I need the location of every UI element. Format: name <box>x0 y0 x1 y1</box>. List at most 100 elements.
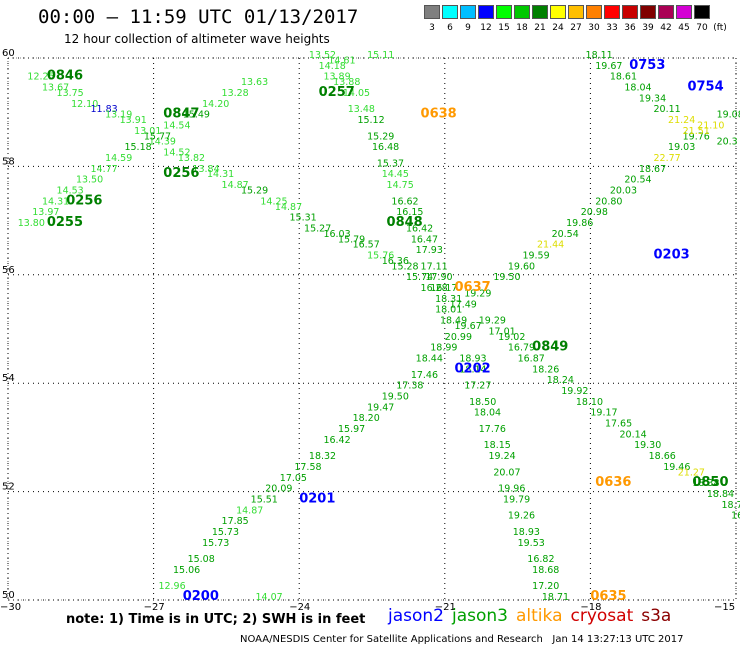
wave-height-value: 18.10 <box>576 397 603 408</box>
wave-height-value: 13.84 <box>192 164 219 175</box>
wave-height-value: 20.80 <box>595 196 622 207</box>
wave-height-value: 12.10 <box>71 99 98 110</box>
wave-height-value: 19.50 <box>493 272 520 283</box>
wave-height-value: 15.79 <box>338 234 365 245</box>
wave-height-value: 13.48 <box>348 104 375 115</box>
wave-height-value: 16.62 <box>391 196 418 207</box>
wave-height-value: 18.50 <box>469 397 496 408</box>
pass-time-label: 0849 <box>532 340 568 355</box>
wave-height-value: 13.52 <box>309 50 336 61</box>
latitude-tick-label: 60 <box>2 48 15 59</box>
wave-height-value: 17.90 <box>425 272 452 283</box>
wave-height-value: 13.91 <box>120 115 147 126</box>
wave-height-value: 13.75 <box>57 88 84 99</box>
map-title: 00:00 – 11:59 UTC 01/13/2017 <box>38 6 359 28</box>
pass-time-label: 0256 <box>66 193 102 208</box>
wave-height-value: 19.02 <box>498 332 525 343</box>
lat-lon-grid <box>7 57 737 601</box>
wave-height-value: 18.24 <box>547 375 574 386</box>
wave-height-value: 17.49 <box>450 299 477 310</box>
wave-height-value: 19.60 <box>508 261 535 272</box>
wave-height-value: 14.77 <box>91 164 118 175</box>
wave-height-value: 19.29 <box>479 316 506 327</box>
legend-item-s3a: s3a <box>641 606 672 626</box>
wave-height-value: 13.97 <box>32 207 59 218</box>
wave-height-value: 17.76 <box>479 424 506 435</box>
wave-height-value: 14.52 <box>163 148 190 159</box>
wave-height-value: 18.84 <box>707 489 734 500</box>
wave-height-values: 12.2513.6713.7512.1011.8313.1913.9113.01… <box>18 50 740 603</box>
color-swatch <box>424 5 440 19</box>
wave-height-value: 19.53 <box>518 538 545 549</box>
footnote: note: 1) Time is in UTC; 2) SWH is in fe… <box>66 612 366 627</box>
wave-height-value: 16.87 <box>518 354 545 365</box>
wave-height-value: 19.46 <box>663 462 690 473</box>
wave-height-value: 17.05 <box>280 473 307 484</box>
wave-height-value: 18.11 <box>586 50 613 61</box>
pass-time-label: 0201 <box>299 491 335 506</box>
wave-height-value: 18.99 <box>430 343 457 354</box>
wave-height-value: 18.38 <box>692 478 719 489</box>
wave-height-value: 14.20 <box>202 99 229 110</box>
pass-time-label: 0848 <box>387 215 423 230</box>
wave-height-value: 19.92 <box>561 386 588 397</box>
pass-time-labels: 0846 0847 0256 0256 0255 0257 0638 0848 0637 0849… <box>47 58 729 604</box>
legend-item-jason2: jason2 <box>388 606 444 626</box>
wave-height-value: 19.86 <box>566 218 593 229</box>
pass-time-label: 0637 <box>455 280 491 295</box>
wave-height-value: 14.54 <box>163 120 190 131</box>
color-swatch <box>658 5 674 19</box>
wave-height-value: 14.45 <box>382 169 409 180</box>
color-swatch <box>640 5 656 19</box>
wave-height-value: 17.11 <box>421 261 448 272</box>
pass-time-label: 0638 <box>421 107 457 122</box>
wave-height-value: 13.19 <box>105 110 132 121</box>
wave-height-value: 18.14 <box>459 364 486 375</box>
wave-height-value: 19.17 <box>590 408 617 419</box>
wave-height-value: 16.36 <box>382 256 409 267</box>
wave-height-value: 19.59 <box>522 251 549 262</box>
color-scale-label: 33 <box>606 23 618 33</box>
longitude-tick-label: −18 <box>580 602 601 610</box>
wave-height-value: 16.17 <box>430 283 457 294</box>
wave-height-value: 18.26 <box>532 364 559 375</box>
wave-height-value: 18.01 <box>435 305 462 316</box>
wave-height-value: 20.14 <box>620 429 647 440</box>
wave-height-value: 15.28 <box>391 261 418 272</box>
wave-height-value: 20.03 <box>610 186 637 197</box>
wave-height-value: 15.06 <box>173 565 200 576</box>
wave-height-value: 16.42 <box>406 223 433 234</box>
wave-height-value: 16.42 <box>323 435 350 446</box>
color-swatch <box>694 5 710 19</box>
wave-height-value: 18.32 <box>309 451 336 462</box>
color-swatch <box>676 5 692 19</box>
color-scale-unit: (ft) <box>713 23 727 33</box>
color-scale-label: 70 <box>696 23 708 33</box>
wave-height-value: 14.05 <box>343 88 370 99</box>
wave-height-value: 15.12 <box>357 115 384 126</box>
wave-height-value: 18.44 <box>416 354 443 365</box>
latitude-tick-label: 58 <box>2 156 15 167</box>
color-scale-label: 27 <box>570 23 582 33</box>
wave-height-value: 20.54 <box>624 175 651 186</box>
wave-height-value: 15.11 <box>367 50 394 61</box>
wave-height-value: 18.61 <box>610 72 637 83</box>
wave-height-value: 18.49 <box>440 316 467 327</box>
credit-line: NOAA/NESDIS Center for Satellite Applica… <box>240 634 684 645</box>
color-scale-label: 39 <box>642 23 654 33</box>
color-scale-label: 24 <box>552 23 564 33</box>
wave-height-value: 18.71 <box>542 592 569 603</box>
wave-height-value: 13.01 <box>134 126 161 137</box>
wave-height-value: 11.83 <box>91 104 118 115</box>
wave-height-value: 18.93 <box>513 527 540 538</box>
wave-height-value: 15.37 <box>377 158 404 169</box>
wave-height-value: 20.54 <box>552 229 579 240</box>
color-swatch <box>460 5 476 19</box>
wave-height-value: 19.26 <box>508 511 535 522</box>
wave-height-value: 16.15 <box>396 207 423 218</box>
latitude-tick-label: 52 <box>2 482 15 493</box>
wave-height-value: 15.49 <box>183 110 210 121</box>
wave-height-value: 14.87 <box>236 505 263 516</box>
color-swatch <box>496 5 512 19</box>
pass-time-label: 0636 <box>595 475 631 490</box>
